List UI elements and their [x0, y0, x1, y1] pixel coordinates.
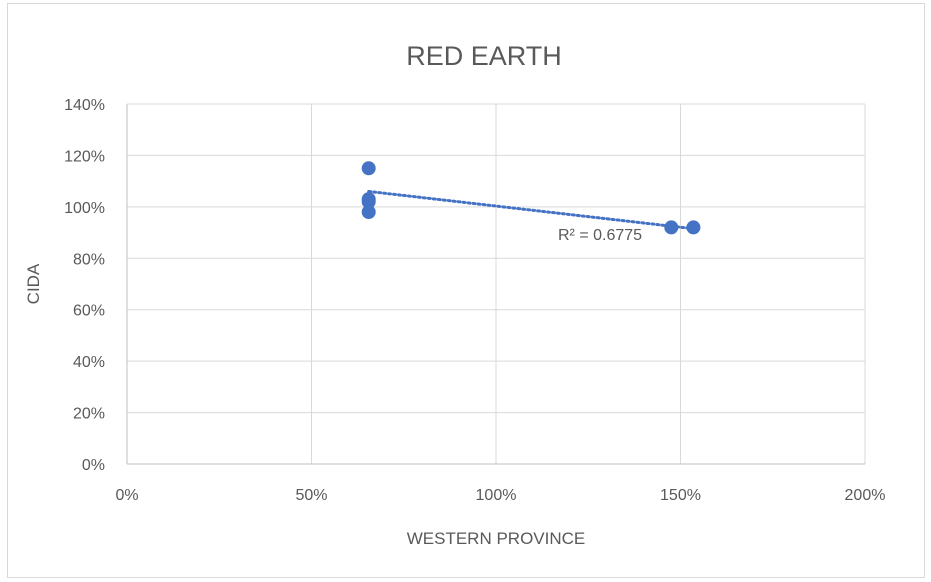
chart-frame — [7, 3, 925, 578]
trendline — [367, 189, 695, 231]
data-point — [361, 205, 376, 219]
x-tick-label: 0% — [115, 487, 138, 504]
data-point — [361, 161, 376, 176]
data-points — [361, 161, 701, 235]
y-axis-title: CIDA — [24, 263, 43, 304]
y-tick-label: 20% — [73, 406, 105, 423]
data-point — [686, 220, 701, 235]
y-tick-label: 80% — [73, 251, 105, 268]
axes — [126, 104, 865, 465]
trendline-group — [367, 189, 695, 231]
x-axis-title: WESTERN PROVINCE — [407, 529, 586, 548]
grid — [127, 103, 866, 464]
chart-title: RED EARTH — [406, 41, 562, 71]
x-tick-label: 100% — [476, 487, 517, 504]
r-squared-label: R² = 0.6775 — [558, 227, 642, 244]
y-tick-label: 100% — [64, 200, 105, 217]
y-tick-label: 0% — [82, 457, 105, 474]
data-point — [361, 194, 376, 209]
x-tick-label: 200% — [845, 487, 886, 504]
data-point — [664, 220, 679, 235]
x-tick-label: 150% — [660, 487, 701, 504]
y-tick-label: 140% — [64, 97, 105, 114]
y-tick-label: 120% — [64, 148, 105, 165]
tick-labels: 0% 20% 40% 60% 80% 100% 120% 140% 0% 50% 100% 150% 2… — [64, 97, 885, 504]
y-tick-label: 60% — [73, 303, 105, 320]
y-tick-label: 40% — [73, 354, 105, 371]
x-tick-label: 50% — [295, 487, 327, 504]
